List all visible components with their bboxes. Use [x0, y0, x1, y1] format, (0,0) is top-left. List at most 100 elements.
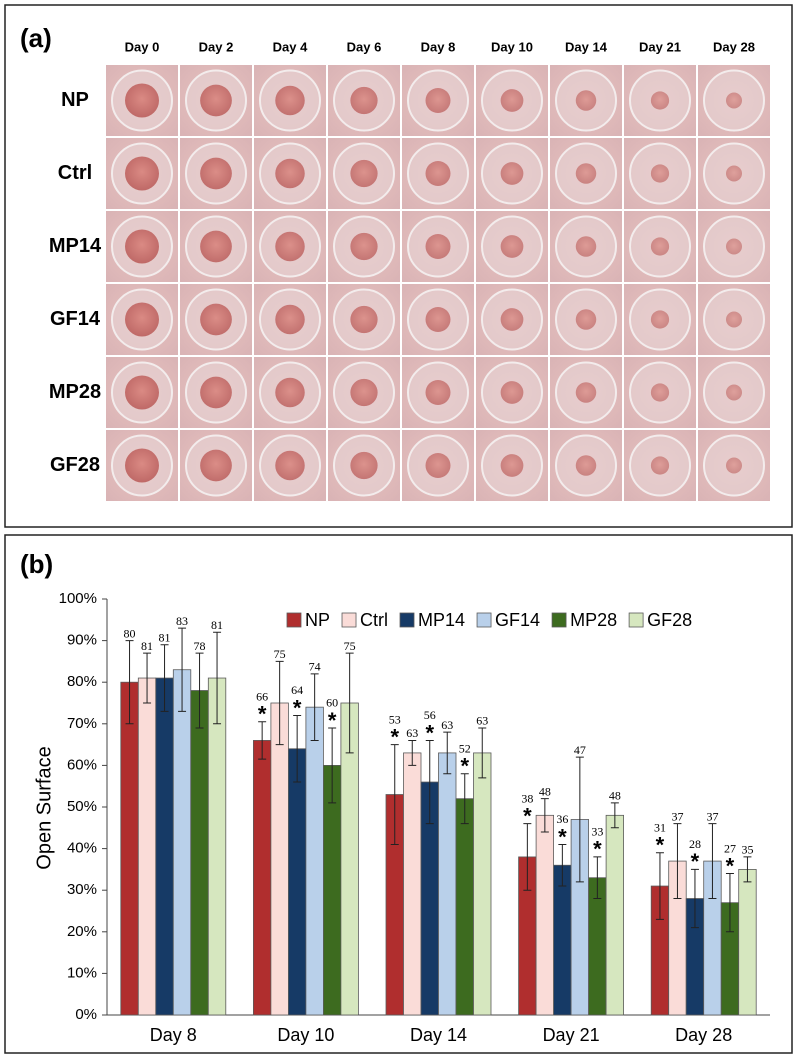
- photo-wound: [650, 237, 670, 256]
- photo-wound: [200, 157, 232, 190]
- bar: [120, 681, 139, 1016]
- photo-wound: [575, 455, 597, 476]
- significance-marker: *: [460, 754, 469, 779]
- bar: [438, 752, 457, 1016]
- bar: [207, 677, 227, 1016]
- photo-wound: [350, 159, 378, 188]
- bar: [287, 748, 307, 1016]
- photo-wound: [275, 158, 305, 189]
- data-label: 75: [274, 647, 286, 661]
- y-tick-label: 10%: [67, 964, 97, 981]
- photo-wound: [200, 449, 232, 482]
- photo-wound: [350, 378, 378, 407]
- bar: [403, 752, 422, 1016]
- error-bar: [593, 856, 602, 900]
- bar: [252, 740, 272, 1016]
- error-bar: [743, 856, 752, 883]
- data-label: 83: [176, 614, 188, 628]
- photo-wound: [425, 88, 451, 113]
- photo-wound: [650, 383, 670, 402]
- y-tick-label: 40%: [67, 840, 97, 857]
- photo-wound: [200, 84, 232, 117]
- column-header: Day 21: [639, 39, 681, 54]
- photo-wound: [500, 89, 524, 112]
- column-header: Day 10: [491, 39, 533, 54]
- y-tick-label: 0%: [75, 1006, 97, 1023]
- panel-b-frame: [4, 534, 793, 1054]
- photo-wound: [575, 163, 597, 184]
- data-label: 38: [521, 791, 533, 805]
- column-header: Day 0: [125, 39, 160, 54]
- bar: [190, 690, 209, 1016]
- photo-wound: [125, 302, 159, 337]
- data-label: 52: [459, 741, 471, 755]
- significance-marker: *: [258, 702, 267, 727]
- photo-wound: [350, 232, 378, 261]
- x-tick-label: Day 10: [277, 1025, 334, 1045]
- error-bar: [160, 644, 169, 712]
- data-label: 81: [141, 639, 153, 653]
- error-bar: [293, 714, 302, 783]
- legend-swatch: [551, 612, 567, 628]
- error-bar: [213, 631, 222, 725]
- data-label: 35: [741, 843, 753, 857]
- error-bar: [143, 652, 152, 704]
- photo-wound: [500, 308, 524, 331]
- error-bar: [725, 873, 734, 933]
- photo-wound: [275, 304, 305, 335]
- significance-marker: *: [656, 833, 665, 858]
- significance-marker: *: [425, 720, 434, 745]
- photo-wound: [500, 454, 524, 477]
- row-label: MP14: [49, 235, 102, 257]
- x-tick-label: Day 14: [410, 1025, 467, 1045]
- photo-wound: [726, 384, 742, 401]
- data-label: 78: [194, 639, 206, 653]
- bar: [738, 869, 757, 1016]
- significance-marker: *: [390, 724, 399, 749]
- error-bar: [478, 727, 487, 779]
- photo-wound: [125, 156, 159, 191]
- photo-wound: [425, 380, 451, 405]
- row-label: Ctrl: [58, 162, 92, 184]
- photo-wound: [350, 305, 378, 334]
- error-bar: [310, 673, 319, 741]
- photo-wound: [200, 376, 232, 409]
- data-label: 63: [441, 718, 453, 732]
- photo-wound: [200, 303, 232, 336]
- row-label: GF14: [50, 308, 101, 330]
- bar: [305, 706, 324, 1016]
- column-header: Day 4: [273, 39, 308, 54]
- x-tick-label: Day 21: [543, 1025, 600, 1045]
- photo-wound: [726, 457, 742, 474]
- photo-wound: [500, 381, 524, 404]
- y-tick-label: 30%: [67, 881, 97, 898]
- photo-wound: [650, 310, 670, 329]
- error-bar: [408, 739, 417, 766]
- error-bar: [195, 652, 204, 729]
- data-label: 56: [424, 708, 436, 722]
- error-bar: [673, 823, 682, 900]
- column-header: Day 8: [421, 39, 456, 54]
- y-tick-label: 90%: [67, 632, 97, 649]
- data-label: 63: [476, 714, 488, 728]
- photo-wound: [125, 83, 159, 118]
- legend-label: MP14: [418, 610, 465, 630]
- photo-wound: [425, 234, 451, 259]
- data-label: 37: [706, 809, 718, 823]
- data-label: 36: [556, 812, 568, 826]
- column-header: Day 2: [199, 39, 234, 54]
- bar: [172, 669, 192, 1016]
- photo-wound: [200, 230, 232, 263]
- photo-wound: [275, 377, 305, 408]
- error-bar: [540, 798, 549, 833]
- photo-wound: [425, 453, 451, 478]
- x-tick-label: Day 8: [150, 1025, 197, 1045]
- error-bar: [708, 823, 717, 900]
- data-label: 81: [211, 618, 223, 632]
- significance-marker: *: [328, 708, 337, 733]
- y-tick-label: 80%: [67, 673, 97, 690]
- bar: [270, 702, 289, 1016]
- error-bar: [425, 739, 434, 825]
- panel-a-label: (a): [20, 23, 52, 53]
